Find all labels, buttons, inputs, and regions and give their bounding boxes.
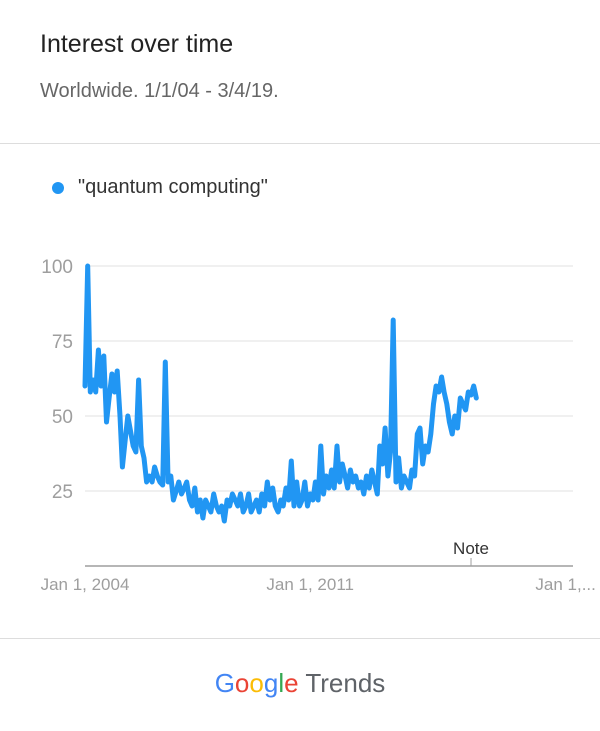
- legend-label: "quantum computing": [78, 176, 268, 198]
- logo-letter: o: [249, 668, 264, 698]
- logo-letter: G: [214, 668, 235, 698]
- logo-product-name: Trends: [305, 668, 386, 698]
- x-tick-label: Jan 1, 2004: [41, 575, 130, 594]
- y-tick-label: 75: [52, 332, 73, 353]
- series-line: [82, 263, 479, 524]
- logo-letter: l: [278, 668, 285, 698]
- x-tick-label: Jan 1, 2011: [266, 575, 354, 594]
- google-trends-logo: Google Trends: [0, 668, 600, 699]
- line-chart: 25 50 75 100 Jan 1, 2004 Jan 1, 2011 Jan 1,...…: [41, 257, 596, 594]
- x-tick-label: Jan 1,...: [535, 575, 595, 594]
- y-tick-label: 25: [52, 482, 73, 503]
- legend-dot-icon: [52, 181, 64, 194]
- y-tick-label: 100: [41, 257, 73, 278]
- chart-subtitle: Worldwide. 1/1/04 - 3/4/19.: [40, 80, 279, 102]
- header-divider: [0, 143, 600, 144]
- annotation-label: Note: [453, 539, 489, 558]
- logo-letter: e: [284, 668, 299, 698]
- footer-divider: [0, 638, 600, 639]
- chart-title: Interest over time: [40, 30, 234, 58]
- logo-letter: g: [263, 668, 279, 698]
- legend: "quantum computing": [52, 176, 268, 199]
- logo-letter: o: [234, 668, 250, 698]
- y-tick-label: 50: [52, 407, 73, 428]
